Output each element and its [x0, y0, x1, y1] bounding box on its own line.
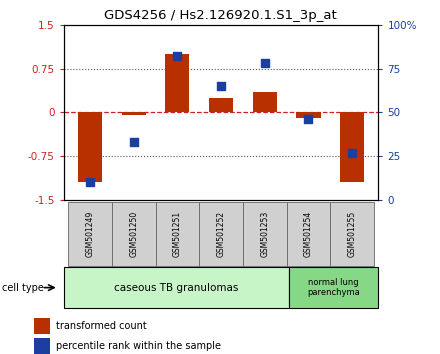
FancyBboxPatch shape — [243, 202, 286, 266]
Text: GSM501249: GSM501249 — [85, 211, 95, 257]
Point — [174, 53, 181, 59]
FancyBboxPatch shape — [286, 202, 330, 266]
Point — [87, 180, 94, 185]
Text: percentile rank within the sample: percentile rank within the sample — [56, 341, 221, 350]
FancyBboxPatch shape — [156, 202, 199, 266]
Point — [218, 83, 225, 89]
Point — [130, 139, 137, 145]
Point — [261, 61, 268, 66]
Bar — [34, 337, 50, 354]
FancyBboxPatch shape — [330, 202, 374, 266]
Text: GSM501254: GSM501254 — [304, 211, 313, 257]
Text: GSM501251: GSM501251 — [173, 211, 182, 257]
Bar — [34, 318, 50, 334]
FancyBboxPatch shape — [199, 202, 243, 266]
Text: GSM501253: GSM501253 — [260, 211, 269, 257]
Bar — [78, 113, 102, 182]
Text: cell type: cell type — [2, 282, 44, 293]
Text: transformed count: transformed count — [56, 321, 147, 331]
Point — [305, 116, 312, 122]
Text: GSM501255: GSM501255 — [348, 211, 357, 257]
Text: GDS4256 / Hs2.126920.1.S1_3p_at: GDS4256 / Hs2.126920.1.S1_3p_at — [104, 9, 336, 22]
Bar — [340, 113, 364, 182]
Point — [348, 150, 356, 155]
Text: caseous TB granulomas: caseous TB granulomas — [114, 282, 238, 293]
Text: GSM501250: GSM501250 — [129, 211, 138, 257]
Bar — [165, 54, 190, 113]
FancyBboxPatch shape — [68, 202, 112, 266]
Bar — [297, 113, 320, 118]
Text: GSM501252: GSM501252 — [216, 211, 226, 257]
Bar — [209, 98, 233, 113]
Bar — [122, 113, 146, 115]
FancyBboxPatch shape — [112, 202, 156, 266]
Text: normal lung
parenchyma: normal lung parenchyma — [307, 278, 360, 297]
Bar — [253, 92, 277, 113]
